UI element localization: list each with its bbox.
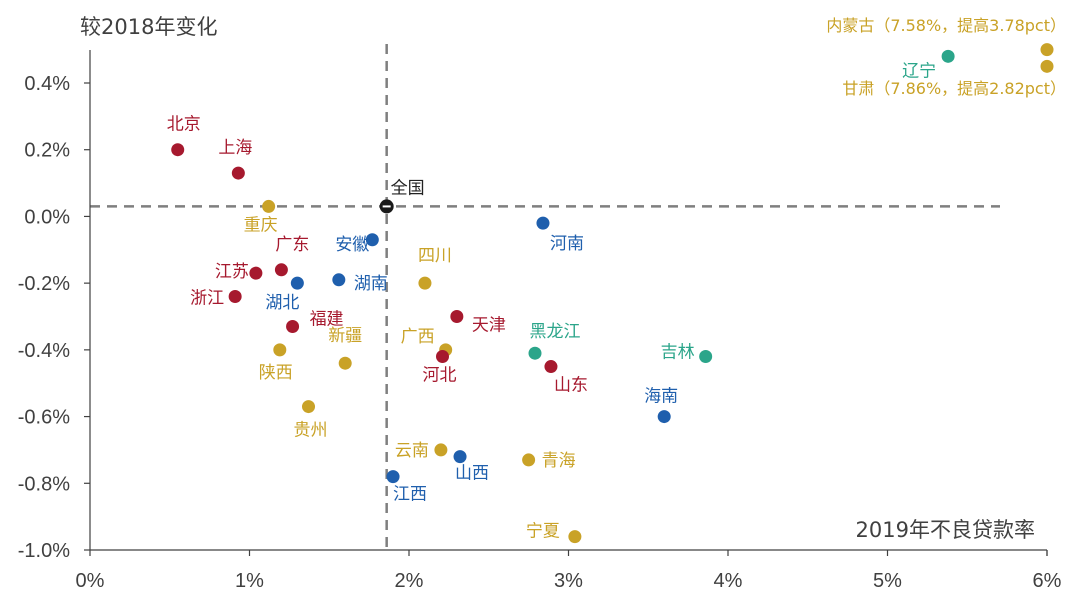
point-label: 贵州 — [294, 421, 328, 441]
point-label: 吉林 — [661, 343, 695, 363]
y-tick-label: -0.4% — [18, 340, 70, 362]
point-8 — [290, 276, 304, 290]
axes — [84, 50, 1048, 556]
point-9 — [332, 273, 346, 287]
point-label: 福建 — [310, 310, 344, 330]
point-label: 海南 — [644, 387, 678, 407]
x-tick-label: 4% — [714, 570, 743, 592]
point-label: 辽宁 — [902, 61, 936, 81]
point-18 — [528, 346, 542, 360]
x-tick-label: 1% — [235, 570, 264, 592]
point-14 — [273, 343, 287, 357]
point-label: 浙江 — [190, 288, 224, 308]
x-tick-label: 3% — [554, 570, 583, 592]
point-label: 安徽 — [335, 235, 369, 255]
point-2 — [262, 199, 276, 213]
point-label: 四川 — [418, 246, 452, 266]
point-17 — [435, 350, 449, 364]
reference-lines — [90, 44, 1000, 548]
point-label: 山西 — [455, 464, 489, 484]
point-27 — [568, 530, 582, 544]
point-13 — [338, 356, 352, 370]
point-label: 陕西 — [259, 363, 293, 383]
annotation-gansu: 甘肃（7.86%，提高2.82pct） — [842, 79, 1066, 98]
data-points — [171, 43, 1054, 544]
y-tick-label: 0.2% — [24, 140, 70, 162]
point-22 — [302, 400, 316, 414]
y-tick-label: -0.8% — [18, 473, 70, 495]
point-0 — [171, 143, 185, 157]
y-axis-title: 较2018年变化 — [80, 15, 217, 39]
point-label: 上海 — [218, 138, 252, 158]
point-19 — [544, 360, 558, 374]
annotation-neimenggu: 内蒙古（7.58%，提高3.78pct） — [826, 16, 1066, 35]
point-label: 全国 — [391, 178, 425, 198]
point-label: 青海 — [542, 451, 576, 471]
point-label: 江西 — [393, 485, 427, 505]
point-26 — [386, 470, 400, 484]
point-unlabeled-30 — [1040, 59, 1054, 73]
x-tick-label: 0% — [76, 570, 105, 592]
point-23 — [434, 443, 448, 457]
point-4 — [365, 233, 379, 247]
point-label: 湖北 — [265, 293, 299, 313]
y-tick-label: -0.2% — [18, 273, 70, 295]
y-tick-label: -0.6% — [18, 407, 70, 429]
point-20 — [699, 350, 713, 364]
x-tick-label: 5% — [873, 570, 902, 592]
point-unlabeled-29 — [1040, 43, 1054, 57]
point-label: 广东 — [275, 235, 309, 255]
point-label: 新疆 — [328, 326, 362, 346]
x-tick-label: 6% — [1033, 570, 1062, 592]
y-tick-label: -1.0% — [18, 540, 70, 562]
point-11 — [536, 216, 550, 230]
point-label: 湖南 — [354, 274, 388, 294]
point-1 — [231, 166, 245, 180]
point-label: 黑龙江 — [530, 322, 581, 342]
point-7 — [228, 289, 242, 303]
x-axis-title: 2019年不良贷款率 — [856, 518, 1035, 542]
point-10 — [418, 276, 432, 290]
point-label: 山东 — [554, 376, 588, 396]
point-25 — [522, 453, 536, 467]
y-tick-label: 0.4% — [24, 73, 70, 95]
point-15 — [450, 310, 464, 323]
point-12 — [286, 320, 300, 334]
point-6 — [249, 266, 263, 280]
y-tick-label: 0.0% — [24, 206, 70, 228]
point-label: 重庆 — [244, 215, 278, 235]
x-tick-label: 2% — [395, 570, 424, 592]
point-label: 广西 — [401, 327, 435, 347]
point-5 — [274, 263, 288, 277]
point-label: 河南 — [550, 234, 584, 254]
point-21 — [657, 410, 671, 424]
point-label: 北京 — [167, 115, 201, 135]
point-label: 宁夏 — [526, 522, 560, 542]
tick-labels: 0.4% 0.2% 0.0% -0.2% -0.4% -0.6% -0.8% -1.0% 0% 1… — [18, 73, 1062, 592]
point-label: 河北 — [422, 366, 456, 386]
point-24 — [453, 450, 467, 464]
point-label: 江苏 — [215, 262, 249, 282]
point-label: 云南 — [395, 441, 429, 461]
point-28 — [941, 49, 955, 63]
point-label: 天津 — [472, 316, 506, 336]
